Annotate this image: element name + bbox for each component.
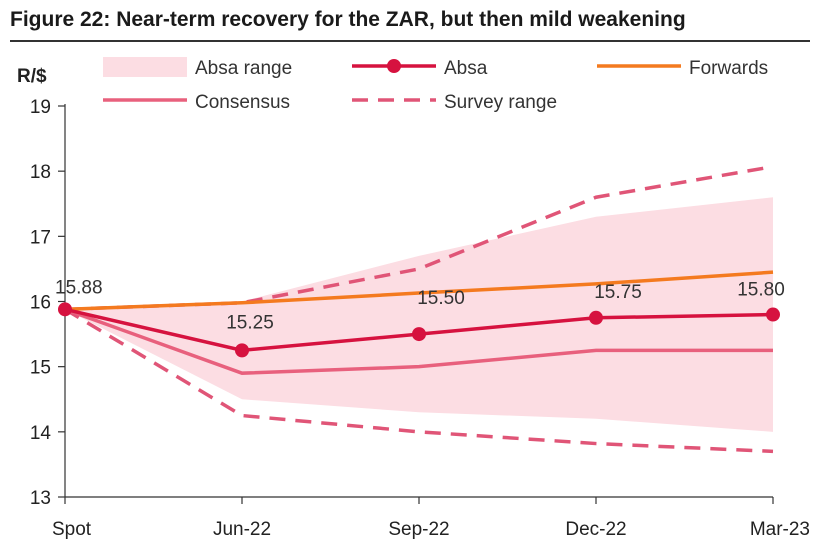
legend-swatch-absa-range [103, 57, 187, 77]
absa-marker [766, 307, 780, 322]
series-lines-group [58, 164, 780, 454]
y-tick-label: 15 [30, 358, 51, 379]
consensus-line [64, 307, 773, 375]
x-tick-label: Mar-23 [750, 519, 810, 540]
title-divider [10, 40, 810, 42]
legend-label-absa-range: Absa range [195, 58, 292, 79]
absa-data-label: 15.80 [737, 280, 785, 301]
absa-marker [58, 302, 72, 317]
y-tick-label: 17 [30, 227, 51, 248]
axes-group: 13 14 15 16 17 18 19 Spot Jun-22 Sep-22 Dec-22 Mar-… [17, 66, 810, 540]
absa-data-label: 15.50 [417, 288, 465, 309]
legend-label-forwards: Forwards [689, 58, 768, 79]
absa-range-area [65, 197, 773, 432]
y-tick-label: 16 [30, 293, 51, 314]
absa-data-label: 15.75 [594, 282, 642, 303]
x-tick-label: Spot [52, 519, 92, 540]
legend-swatch-absa-marker [387, 59, 401, 73]
forwards-line [64, 270, 774, 312]
absa-marker [412, 327, 426, 342]
legend: Absa range Absa Forwards Consensus Surve… [103, 57, 768, 113]
x-tick-label: Sep-22 [388, 519, 449, 540]
absa-marker [235, 343, 249, 358]
chart-title: Figure 22: Near-term recovery for the ZA… [10, 8, 686, 31]
absa-marker [589, 310, 603, 325]
legend-label-consensus: Consensus [195, 92, 290, 113]
y-axis-label: R/$ [17, 66, 47, 87]
x-tick-label: Dec-22 [565, 519, 626, 540]
legend-label-survey-range: Survey range [444, 92, 557, 113]
survey-range-lower-line [64, 307, 774, 454]
absa-range-area-group [65, 197, 773, 432]
data-labels-group: 15.88 15.25 15.50 15.75 15.80 [55, 277, 785, 333]
y-tick-label: 13 [30, 488, 51, 509]
legend-label-absa: Absa [444, 58, 488, 79]
x-tick-label: Jun-22 [213, 519, 271, 540]
absa-data-label: 15.88 [55, 277, 103, 298]
y-tick-label: 14 [30, 423, 52, 444]
y-tick-label: 18 [30, 162, 51, 183]
y-tick-label: 19 [30, 97, 51, 118]
absa-data-label: 15.25 [226, 312, 274, 333]
